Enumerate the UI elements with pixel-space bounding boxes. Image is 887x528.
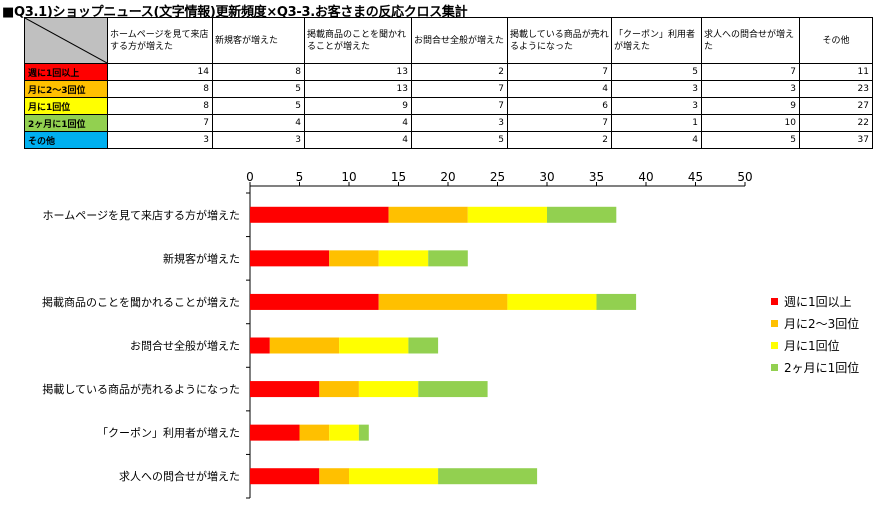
table-row-label: 月に1回位 [24,97,108,115]
y-category-label: 「クーポン」利用者が増えた [97,426,240,440]
bar-segment [507,293,597,310]
table-cell: 4 [611,131,702,149]
x-tick-label: 30 [539,170,554,184]
y-category-label: お問合せ全般が増えた [130,339,240,353]
table-header-cell: 求人への問合せが増えた [701,17,800,64]
bar-segment [250,424,300,441]
bar-segment [299,424,330,441]
x-tick-label: 15 [391,170,406,184]
bar-segment [250,468,320,485]
table-row: その他 3 3 4 5 2 4 5 37 [24,131,873,149]
bar-segment [438,468,538,485]
x-tick-label: 20 [440,170,455,184]
y-category-label: 掲載商品のことを聞かれることが増えた [42,295,240,309]
table-header-cell: 新規客が増えた [212,17,305,64]
bar-segment [388,206,468,223]
table-row: 週に1回以上 14 8 13 2 7 5 7 11 [24,63,873,81]
bar-segment [319,468,349,485]
bar-segment [596,293,637,310]
legend-label: 2ヶ月に1回位 [784,360,859,375]
bar-segment [329,250,379,267]
table-header-row: ホームページを見て来店する方が増えた 新規客が増えた 掲載商品のことを聞かれることが… [24,17,873,64]
x-tick-label: 40 [638,170,653,184]
table-header-cell: 掲載商品のことを聞かれることが増えた [304,17,412,64]
table-row-label: 週に1回以上 [24,63,108,81]
legend-swatch [771,364,778,371]
x-tick-label: 45 [688,170,703,184]
x-tick-label: 5 [296,170,304,184]
legend-label: 月に1回位 [784,338,840,353]
table-row: 2ヶ月に1回位 7 4 4 3 7 1 10 22 [24,114,873,132]
bar-segment [250,381,320,398]
bar-segment [428,250,468,267]
bar-segment [250,250,330,267]
x-tick-label: 0 [246,170,254,184]
x-tick-label: 50 [737,170,752,184]
table-row-label: 月に2〜3回位 [24,80,108,98]
y-category-label: 新規客が増えた [163,251,240,265]
legend-swatch [771,320,778,327]
bar-segment [378,250,429,267]
bar-segment [418,381,488,398]
legend-swatch [771,298,778,305]
table-header-cell: お問合せ全般が増えた [411,17,508,64]
bar-segment [329,424,359,441]
table-cell: 3 [107,131,213,149]
y-category-label: ホームページを見て来店する方が増えた [43,208,240,222]
legend-label: 週に1回以上 [784,295,852,309]
bar-segment [269,337,340,354]
bar-segment [358,381,419,398]
bar-segment [358,424,369,441]
bar-segment [467,206,547,223]
table-body: ホームページを見て来店する方が増えた 新規客が増えた 掲載商品のことを聞かれることが… [24,17,873,149]
table-row: 月に1回位 8 5 9 7 6 3 9 27 [24,97,873,115]
bar-segment [349,468,439,485]
x-tick-label: 10 [341,170,356,184]
table-cell: 27 [799,97,873,115]
bar-segment [408,337,439,354]
bar-segment [547,206,617,223]
x-tick-label: 35 [589,170,604,184]
table-cell: 2 [507,131,612,149]
bar-segment [250,337,270,354]
legend-label: 月に2〜3回位 [784,316,859,331]
x-tick-label: 25 [490,170,505,184]
legend-swatch [771,342,778,349]
table-cell: 5 [701,131,800,149]
bar-segment [378,293,508,310]
table-header-cell: ホームページを見て来店する方が増えた [107,17,213,64]
page-title: ■Q3.1)ショップニュース(文字情報)更新頻度×Q3-3.お客さまの反応クロス… [2,5,468,20]
bar-segment [250,206,389,223]
table-row-label: 2ヶ月に1回位 [24,114,108,132]
table-cell: 37 [799,131,873,149]
table-header-cell: 「クーポン」利用者が増えた [611,17,702,64]
bar-segment [339,337,409,354]
cross-tab-table: ホームページを見て来店する方が増えた 新規客が増えた 掲載商品のことを聞かれることが… [24,17,873,149]
table-header-cell: その他 [799,17,873,64]
y-category-label: 掲載している商品が売れるようになった [42,382,240,396]
bar-segment [250,293,379,310]
y-category-label: 求人への問合せが増えた [119,469,240,483]
bar-segment [319,381,359,398]
table-corner-cell [24,17,108,64]
